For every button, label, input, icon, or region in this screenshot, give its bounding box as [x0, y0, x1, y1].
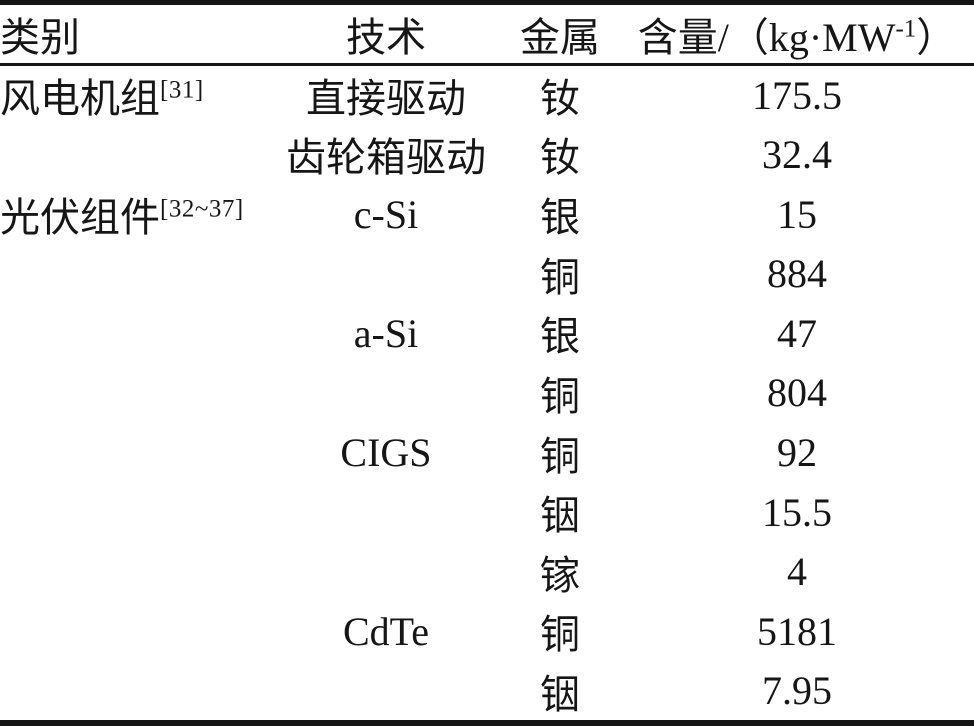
- category-cell: [0, 482, 272, 542]
- content-value-cell: 92: [777, 430, 817, 476]
- category-cell: [0, 244, 272, 304]
- content-value-cell: 15.5: [762, 489, 832, 535]
- column-header-technology-label: 技术: [346, 15, 426, 60]
- metal-cell: 铜: [540, 612, 580, 658]
- technology-cell: 齿轮箱驱动: [286, 135, 486, 181]
- technology-cell: CdTe: [342, 608, 430, 654]
- citation-ref: [31]: [160, 76, 204, 104]
- metal-cell: 银: [540, 195, 580, 241]
- metal-cell: 银: [540, 314, 580, 360]
- technology-cell: [272, 661, 500, 723]
- table-row: 铜 804: [0, 363, 974, 423]
- content-value-cell: 47: [777, 310, 817, 356]
- table-header: 类别 技术 金属 含量/（kg·MW-1）: [0, 2, 974, 66]
- category-cell: [0, 602, 272, 662]
- technology-cell: 直接驱动: [306, 76, 466, 122]
- table-row: 镓 4: [0, 542, 974, 602]
- table-row: 铜 884: [0, 244, 974, 304]
- table-row: 风电机组[31] 直接驱动 钕 175.5: [0, 65, 974, 125]
- technology-cell: [272, 542, 500, 602]
- content-value-cell: 7.95: [762, 668, 832, 714]
- technology-cell: [272, 363, 500, 423]
- column-header-category: 类别: [0, 2, 272, 66]
- metal-cell: 铜: [540, 373, 580, 419]
- table-row: 光伏组件[32~37] c-Si 银 15: [0, 184, 974, 244]
- technology-cell: c-Si: [353, 191, 419, 237]
- category-cell: 光伏组件[32~37]: [0, 184, 272, 244]
- header-row: 类别 技术 金属 含量/（kg·MW-1）: [0, 2, 974, 66]
- metal-cell: 铜: [540, 254, 580, 300]
- content-value-cell: 5181: [757, 608, 837, 654]
- citation-ref: [32~37]: [160, 195, 244, 223]
- technology-cell: CIGS: [340, 430, 432, 476]
- metal-cell: 铟: [540, 493, 580, 539]
- content-value-cell: 804: [767, 370, 827, 416]
- table-row: a-Si 银 47: [0, 304, 974, 364]
- technology-cell: [272, 482, 500, 542]
- content-value-cell: 32.4: [762, 131, 832, 177]
- content-value-cell: 884: [767, 251, 827, 297]
- metal-cell: 钕: [540, 76, 580, 122]
- table-body: 风电机组[31] 直接驱动 钕 175.5 齿轮箱驱动 钕 32.4 光伏组件[…: [0, 65, 974, 724]
- column-header-content: 含量/（kg·MW-1）: [620, 2, 974, 66]
- column-header-content-suffix: ）: [916, 15, 957, 60]
- table-row: CdTe 铜 5181: [0, 602, 974, 662]
- metal-cell: 铜: [540, 433, 580, 479]
- column-header-category-label: 类别: [0, 15, 80, 60]
- column-header-content-label: 含量/（kg·MW: [637, 15, 896, 60]
- category-cell: [0, 542, 272, 602]
- metal-cell: 镓: [540, 552, 580, 598]
- content-value-cell: 175.5: [752, 72, 842, 118]
- category-cell: [0, 304, 272, 364]
- column-header-content-unit-exponent: -1: [895, 15, 917, 43]
- category-cell: [0, 661, 272, 723]
- category-cell: [0, 423, 272, 483]
- category-cell: 风电机组[31]: [0, 65, 272, 125]
- table-row: CIGS 铜 92: [0, 423, 974, 483]
- category-label: 风电机组: [0, 76, 160, 122]
- column-header-metal: 金属: [500, 2, 620, 66]
- content-value-cell: 15: [777, 191, 817, 237]
- column-header-metal-label: 金属: [520, 15, 600, 60]
- metal-cell: 铟: [540, 671, 580, 717]
- table-row: 铟 7.95: [0, 661, 974, 723]
- metal-cell: 钕: [540, 135, 580, 181]
- column-header-technology: 技术: [272, 2, 500, 66]
- category-cell: [0, 125, 272, 185]
- category-label: 光伏组件: [0, 195, 160, 241]
- technology-cell: a-Si: [353, 310, 419, 356]
- technology-cell: [272, 244, 500, 304]
- table-row: 齿轮箱驱动 钕 32.4: [0, 125, 974, 185]
- table-row: 铟 15.5: [0, 482, 974, 542]
- content-value-cell: 4: [787, 549, 807, 595]
- category-cell: [0, 363, 272, 423]
